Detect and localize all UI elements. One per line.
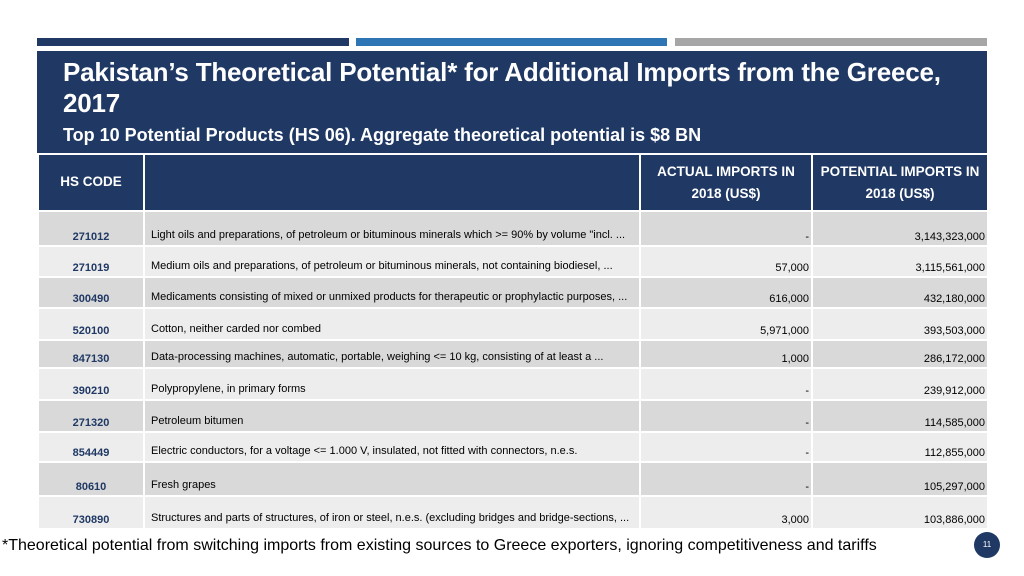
description-cell: Data-processing machines, automatic, por…: [143, 339, 641, 369]
description-cell: Structures and parts of structures, of i…: [143, 495, 641, 530]
actual-imports-cell: -: [639, 210, 813, 247]
actual-imports-cell: -: [639, 367, 813, 401]
table-row: 854449 Electric conductors, for a voltag…: [37, 431, 989, 463]
title-block: Pakistan’s Theoretical Potential* for Ad…: [37, 51, 987, 153]
hs-code-cell: 300490: [37, 276, 145, 309]
table-row: 300490 Medicaments consisting of mixed o…: [37, 276, 989, 309]
footnote: *Theoretical potential from switching im…: [2, 537, 877, 554]
actual-imports-cell: -: [639, 399, 813, 433]
hs-code-cell: 271012: [37, 210, 145, 247]
accent-bar-navy: [37, 38, 349, 46]
actual-imports-cell: 616,000: [639, 276, 813, 309]
actual-imports-cell: 57,000: [639, 245, 813, 278]
potential-imports-cell: 3,115,561,000: [811, 245, 989, 278]
description-cell: Fresh grapes: [143, 461, 641, 497]
potential-imports-cell: 105,297,000: [811, 461, 989, 497]
potential-imports-cell: 286,172,000: [811, 339, 989, 369]
potential-imports-cell: 393,503,000: [811, 307, 989, 341]
hs-code-cell: 847130: [37, 339, 145, 369]
hs-code-cell: 390210: [37, 367, 145, 401]
description-cell: Electric conductors, for a voltage <= 1.…: [143, 431, 641, 463]
accent-bar-gray: [675, 38, 987, 46]
hs-code-cell: 271019: [37, 245, 145, 278]
hs-code-cell: 271320: [37, 399, 145, 433]
potential-imports-cell: 3,143,323,000: [811, 210, 989, 247]
table-row: 271019 Medium oils and preparations, of …: [37, 245, 989, 278]
potential-imports-cell: 114,585,000: [811, 399, 989, 433]
slide-title: Pakistan’s Theoretical Potential* for Ad…: [63, 57, 941, 118]
potential-imports-cell: 103,886,000: [811, 495, 989, 530]
imports-table: HS CODE ACTUAL IMPORTS IN 2018 (US$) POT…: [37, 153, 989, 530]
hs-code-cell: 854449: [37, 431, 145, 463]
actual-header-line1: ACTUAL IMPORTS IN: [657, 163, 795, 179]
table-row: 847130 Data-processing machines, automat…: [37, 339, 989, 369]
hs-code-cell: 730890: [37, 495, 145, 530]
hs-code-cell: 80610: [37, 461, 145, 497]
page-number-badge: 11: [974, 532, 1000, 558]
potential-header-line2: 2018 (US$): [865, 185, 935, 201]
table-row: 271320 Petroleum bitumen - 114,585,000: [37, 399, 989, 433]
actual-imports-cell: 5,971,000: [639, 307, 813, 341]
actual-imports-cell: 3,000: [639, 495, 813, 530]
description-cell: Polypropylene, in primary forms: [143, 367, 641, 401]
table-row: 80610 Fresh grapes - 105,297,000: [37, 461, 989, 497]
description-cell: Medicaments consisting of mixed or unmix…: [143, 276, 641, 309]
actual-imports-cell: -: [639, 431, 813, 463]
table-header-row: HS CODE ACTUAL IMPORTS IN 2018 (US$) POT…: [37, 153, 989, 212]
column-header-description: [143, 153, 641, 212]
slide-subtitle: Top 10 Potential Products (HS 06). Aggre…: [63, 125, 702, 145]
description-cell: Light oils and preparations, of petroleu…: [143, 210, 641, 247]
description-cell: Petroleum bitumen: [143, 399, 641, 433]
hs-code-cell: 520100: [37, 307, 145, 341]
table-row: 390210 Polypropylene, in primary forms -…: [37, 367, 989, 401]
description-cell: Cotton, neither carded nor combed: [143, 307, 641, 341]
potential-imports-cell: 432,180,000: [811, 276, 989, 309]
table-row: 271012 Light oils and preparations, of p…: [37, 210, 989, 247]
column-header-potential-imports: POTENTIAL IMPORTS IN 2018 (US$): [811, 153, 989, 212]
potential-imports-cell: 112,855,000: [811, 431, 989, 463]
description-cell: Medium oils and preparations, of petrole…: [143, 245, 641, 278]
potential-header-line1: POTENTIAL IMPORTS IN: [820, 163, 980, 179]
column-header-hs-code: HS CODE: [37, 153, 145, 212]
table-row: 730890 Structures and parts of structure…: [37, 495, 989, 530]
actual-imports-cell: 1,000: [639, 339, 813, 369]
table-row: 520100 Cotton, neither carded nor combed…: [37, 307, 989, 341]
potential-imports-cell: 239,912,000: [811, 367, 989, 401]
column-header-actual-imports: ACTUAL IMPORTS IN 2018 (US$): [639, 153, 813, 212]
accent-bar-blue: [356, 38, 667, 46]
actual-imports-cell: -: [639, 461, 813, 497]
actual-header-line2: 2018 (US$): [691, 185, 761, 201]
